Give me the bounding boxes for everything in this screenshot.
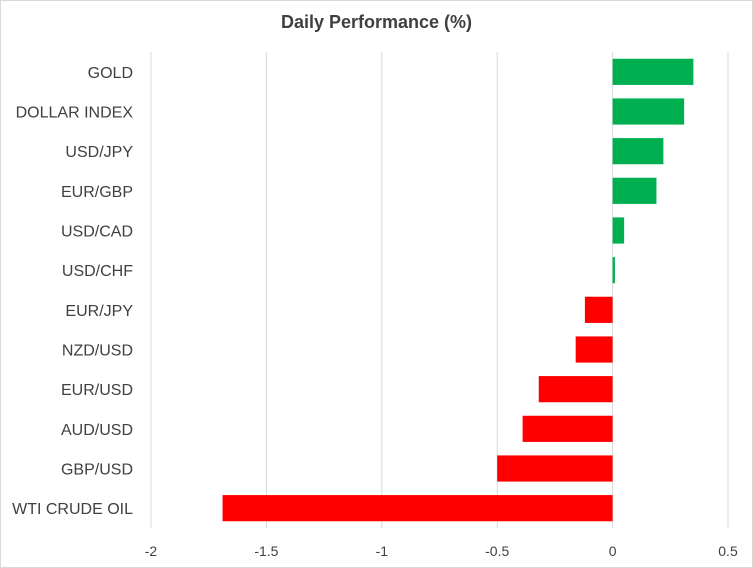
category-label: USD/CHF: [62, 263, 133, 280]
bar: [575, 336, 613, 363]
category-label: GOLD: [88, 65, 133, 82]
bar: [522, 415, 613, 442]
x-tick-label: -1: [376, 543, 389, 559]
bar: [612, 98, 685, 125]
chart-title: Daily Performance (%): [280, 12, 473, 32]
x-tick-label: -0.5: [485, 543, 509, 559]
x-tick-label: -1.5: [254, 543, 278, 559]
x-tick-label: -2: [145, 543, 158, 559]
bar: [612, 217, 625, 244]
bar: [612, 58, 694, 85]
category-label: GBP/USD: [61, 462, 133, 479]
category-label: EUR/USD: [61, 382, 133, 399]
bar: [538, 376, 613, 403]
category-label: USD/JPY: [65, 144, 133, 161]
x-tick-label: 0.5: [718, 543, 738, 559]
bar: [584, 296, 613, 323]
bar: [612, 138, 664, 165]
category-label: WTI CRUDE OIL: [12, 501, 133, 518]
category-label: EUR/GBP: [61, 184, 133, 201]
category-label: USD/CAD: [61, 224, 133, 241]
bar: [612, 257, 615, 284]
category-label: EUR/JPY: [65, 303, 133, 320]
category-label: NZD/USD: [62, 343, 133, 360]
bar: [222, 495, 613, 522]
category-label: DOLLAR INDEX: [16, 105, 134, 122]
bar: [497, 455, 613, 482]
category-label: AUD/USD: [61, 422, 133, 439]
bar: [612, 177, 657, 204]
x-tick-label: 0: [609, 543, 617, 559]
